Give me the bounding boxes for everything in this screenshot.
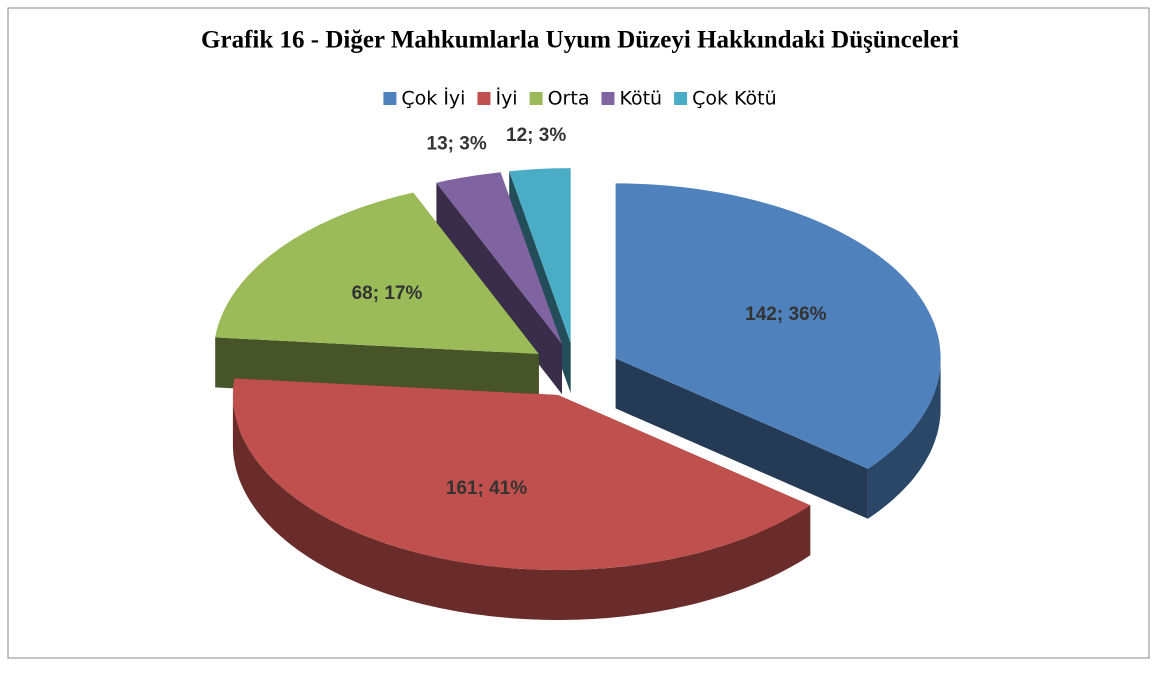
- slice-top: [232, 378, 811, 570]
- slice-top: [215, 192, 539, 354]
- legend-label: İyi: [495, 87, 517, 110]
- slice-side: [615, 358, 868, 519]
- legend-swatch: [601, 92, 615, 105]
- slice: [215, 192, 539, 404]
- chart-title: Grafik 16 - Diğer Mahkumlarla Uyum Düzey…: [201, 27, 959, 54]
- legend-swatch: [383, 92, 397, 105]
- slice-top: [615, 183, 941, 469]
- legend-label: Kötü: [619, 88, 662, 110]
- legend: Çok İyi İyi Orta Kötü Çok Kötü: [383, 87, 777, 110]
- slice: [615, 183, 941, 519]
- slice: [232, 378, 811, 620]
- legend-swatch: [477, 92, 491, 105]
- data-label: 68; 17%: [352, 283, 423, 304]
- legend-swatch: [674, 92, 688, 105]
- slice: [436, 172, 562, 395]
- data-label: 161; 41%: [446, 478, 527, 499]
- legend-swatch: [529, 92, 543, 105]
- legend-label: Orta: [548, 88, 590, 110]
- legend-label: Çok Kötü: [692, 88, 777, 110]
- data-label: 12; 3%: [506, 125, 566, 146]
- slice-top: [509, 168, 571, 344]
- data-label: 142; 36%: [745, 304, 826, 325]
- slice-side: [436, 182, 562, 395]
- data-label: 13; 3%: [427, 134, 487, 155]
- legend-label: Çok İyi: [401, 87, 465, 110]
- slice-wall: [867, 358, 941, 519]
- slice-top: [436, 172, 562, 345]
- slice-wall: [232, 395, 811, 620]
